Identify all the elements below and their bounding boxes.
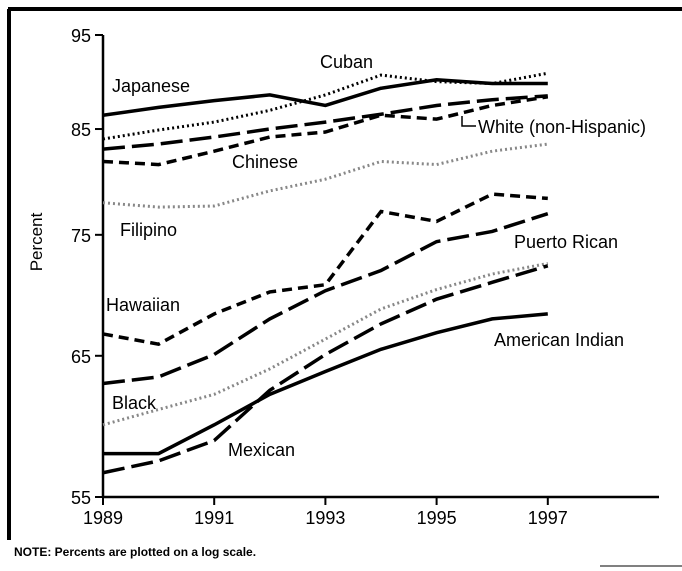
series-line	[102, 264, 549, 475]
series-line	[102, 192, 548, 346]
x-tick-label: 1989	[83, 508, 123, 528]
note: NOTE: Percents are plotted on a log scal…	[14, 545, 256, 559]
series-label: American Indian	[494, 330, 624, 350]
y-tick-label: 95	[71, 26, 91, 46]
leader-line	[461, 116, 476, 127]
series-line	[102, 94, 548, 151]
x-tick-label: 1993	[305, 508, 345, 528]
x-tick-label: 1991	[194, 508, 234, 528]
y-tick-label: 65	[71, 347, 91, 367]
series-label: Filipino	[120, 220, 177, 240]
x-tick-label: 1995	[417, 508, 457, 528]
series-label: White (non-Hispanic)	[478, 117, 646, 137]
series-line	[102, 95, 549, 167]
series-line	[103, 312, 548, 456]
series-line	[102, 142, 548, 209]
series-label: Mexican	[228, 440, 295, 460]
x-tick-label: 1997	[528, 508, 568, 528]
y-axis-label: Percent	[27, 212, 46, 271]
series-label: Chinese	[232, 152, 298, 172]
series-label: Puerto Rican	[514, 232, 618, 252]
series-line	[102, 78, 548, 117]
y-tick-label: 55	[71, 488, 91, 508]
series-line	[102, 71, 549, 141]
series-label: Hawaiian	[106, 295, 180, 315]
series-label: Japanese	[112, 76, 190, 96]
series-line	[102, 212, 549, 386]
series-line	[102, 262, 549, 427]
y-tick-label: 75	[71, 226, 91, 246]
series-label: Cuban	[320, 52, 373, 72]
series-label: Black	[112, 393, 157, 413]
y-tick-label: 85	[71, 120, 91, 140]
